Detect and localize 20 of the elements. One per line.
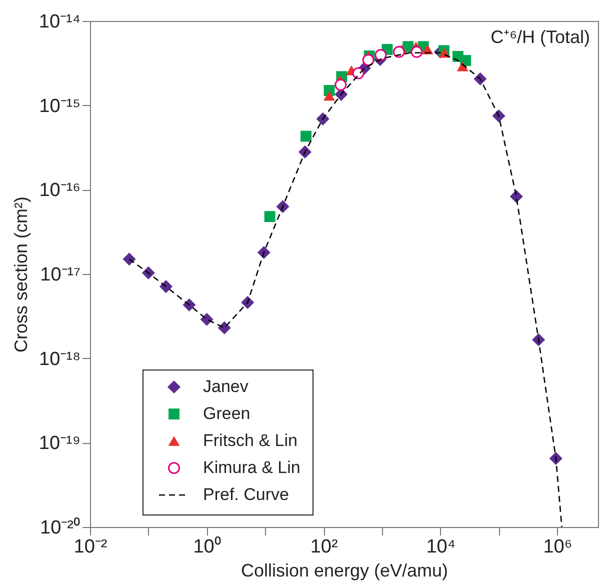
y-tick-label: 10⁻¹⁷ — [40, 264, 81, 286]
y-tick-label: 10⁻¹⁵ — [39, 96, 80, 117]
y-tick-label: 10⁻¹⁶ — [39, 180, 80, 202]
legend-label: Kimura & Lin — [203, 458, 300, 477]
x-tick-label: 10² — [310, 536, 338, 558]
x-tick-label: 10⁶ — [543, 536, 572, 558]
x-axis-title: Collision energy (eV/amu) — [240, 560, 448, 580]
x-tick-label: 10⁴ — [426, 536, 456, 558]
legend-label: Pref. Curve — [203, 485, 289, 504]
y-tick-label: 10⁻¹⁹ — [38, 433, 80, 454]
x-tick-label: 10⁰ — [193, 536, 222, 558]
annotation: C⁺⁶/H (Total) — [490, 27, 590, 47]
legend-label: Janev — [203, 377, 249, 396]
y-tick-label: 10⁻¹⁸ — [39, 348, 80, 370]
y-tick-label: 10⁻²⁰ — [40, 516, 80, 538]
legend-label: Green — [203, 404, 250, 423]
y-tick-label: 10⁻¹⁴ — [38, 12, 80, 32]
x-tick-label: 10⁻² — [74, 536, 108, 558]
y-axis-title: Cross section (cm²) — [10, 196, 31, 353]
legend-label: Fritsch & Lin — [203, 431, 298, 450]
